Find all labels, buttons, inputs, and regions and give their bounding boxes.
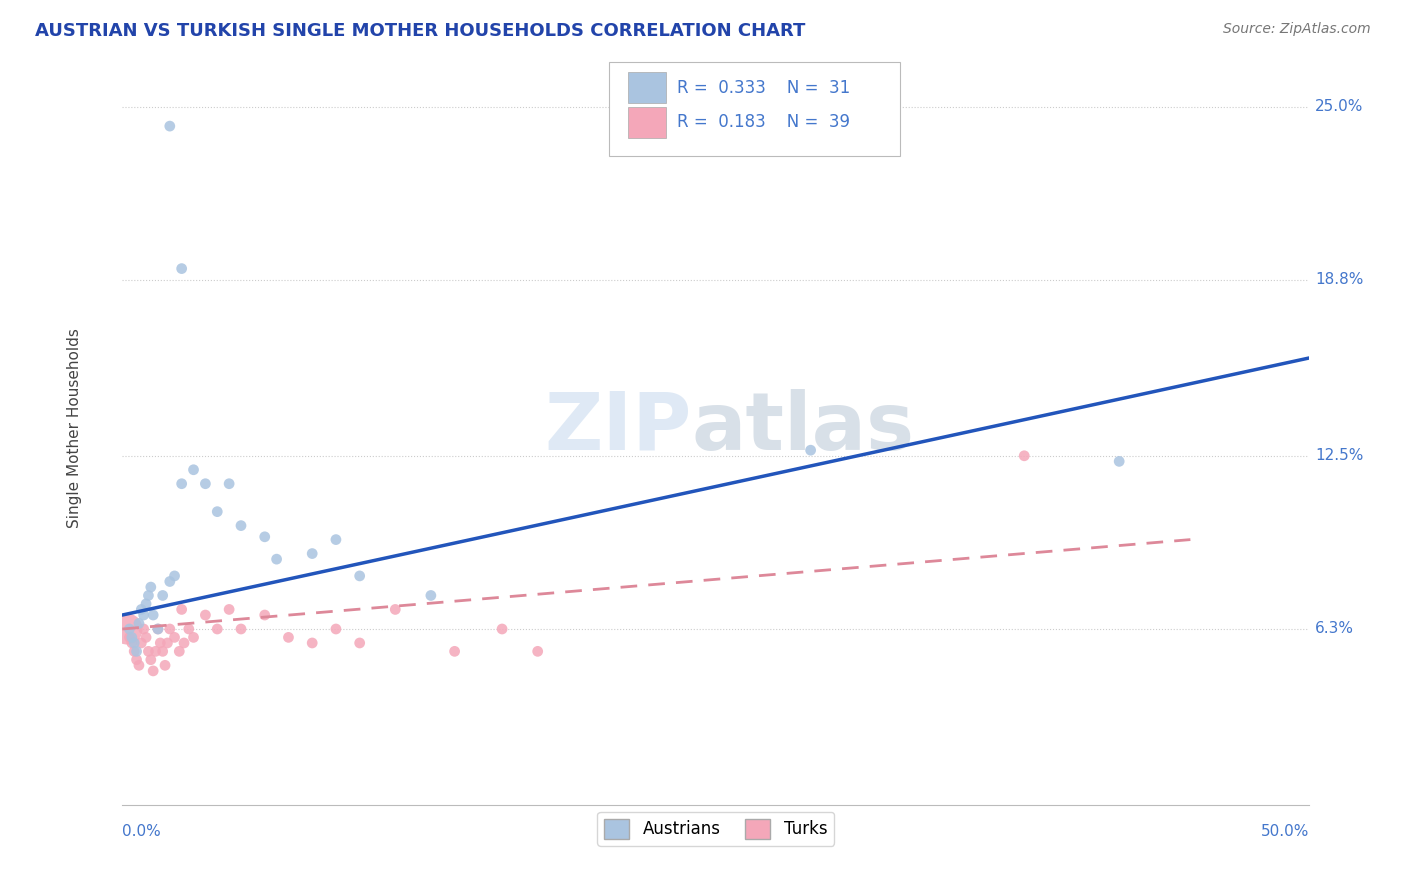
Point (138, 644, 160, 658)
Point (170, 602, 193, 616)
Text: Source: ZipAtlas.com: Source: ZipAtlas.com (1223, 22, 1371, 37)
Point (194, 607, 217, 622)
Point (194, 476, 217, 491)
Point (170, 476, 193, 491)
Point (163, 569, 186, 583)
Point (152, 644, 174, 658)
Point (125, 644, 148, 658)
Text: 12.5%: 12.5% (1315, 449, 1364, 463)
Point (277, 631, 299, 645)
Point (419, 589, 441, 603)
Point (131, 602, 153, 616)
Point (118, 631, 141, 645)
Text: atlas: atlas (692, 389, 915, 467)
Point (253, 607, 276, 622)
Point (142, 664, 165, 678)
Point (131, 636, 153, 650)
Point (122, 644, 145, 658)
Point (152, 589, 174, 603)
Point (118, 622, 141, 636)
Point (121, 636, 143, 650)
FancyBboxPatch shape (628, 71, 666, 103)
Point (207, 505, 229, 519)
Point (125, 653, 148, 667)
Point (207, 622, 229, 636)
FancyBboxPatch shape (609, 62, 900, 156)
Point (156, 636, 179, 650)
Point (169, 644, 191, 658)
Text: Single Mother Households: Single Mother Households (67, 328, 83, 528)
Point (218, 602, 240, 616)
Point (443, 644, 465, 658)
Point (139, 653, 162, 667)
Point (132, 607, 155, 622)
Point (128, 658, 150, 673)
Point (122, 636, 145, 650)
Point (1108, 454, 1130, 468)
Point (159, 574, 181, 589)
Point (218, 476, 240, 491)
Point (491, 622, 513, 636)
Point (183, 631, 205, 645)
Point (253, 530, 276, 544)
Text: 0.0%: 0.0% (122, 824, 162, 838)
Point (170, 261, 193, 276)
Point (229, 518, 252, 533)
Text: AUSTRIAN VS TURKISH SINGLE MOTHER HOUSEHOLDS CORRELATION CHART: AUSTRIAN VS TURKISH SINGLE MOTHER HOUSEH… (35, 22, 806, 40)
FancyBboxPatch shape (628, 106, 666, 138)
Point (159, 119, 181, 133)
Point (384, 602, 406, 616)
Text: 50.0%: 50.0% (1261, 824, 1309, 838)
Point (349, 569, 371, 583)
Point (121, 631, 143, 645)
Legend: Austrians, Turks: Austrians, Turks (598, 812, 834, 846)
Point (132, 622, 155, 636)
Point (115, 622, 138, 636)
Point (149, 636, 172, 650)
Point (135, 631, 157, 645)
Point (135, 597, 157, 611)
Text: R =  0.183    N =  39: R = 0.183 N = 39 (676, 113, 849, 131)
Point (349, 636, 371, 650)
Point (142, 607, 165, 622)
Point (146, 622, 169, 636)
Text: 18.8%: 18.8% (1315, 272, 1364, 287)
Point (145, 644, 167, 658)
Point (301, 547, 323, 561)
Text: R =  0.333    N =  31: R = 0.333 N = 31 (676, 78, 849, 96)
Point (177, 622, 200, 636)
Point (163, 631, 186, 645)
Point (183, 463, 205, 477)
Text: ZIP: ZIP (544, 389, 692, 467)
Point (139, 580, 162, 594)
Point (301, 636, 323, 650)
Point (138, 589, 160, 603)
Point (526, 644, 548, 658)
Point (146, 622, 169, 636)
Point (173, 636, 195, 650)
Point (159, 622, 181, 636)
Point (229, 622, 252, 636)
Point (153, 658, 176, 673)
Point (1012, 449, 1035, 463)
Point (325, 533, 347, 547)
Point (266, 552, 288, 566)
Point (325, 622, 347, 636)
Text: 6.3%: 6.3% (1315, 622, 1354, 637)
Point (128, 616, 150, 631)
Point (800, 443, 823, 458)
Text: 25.0%: 25.0% (1315, 99, 1364, 114)
